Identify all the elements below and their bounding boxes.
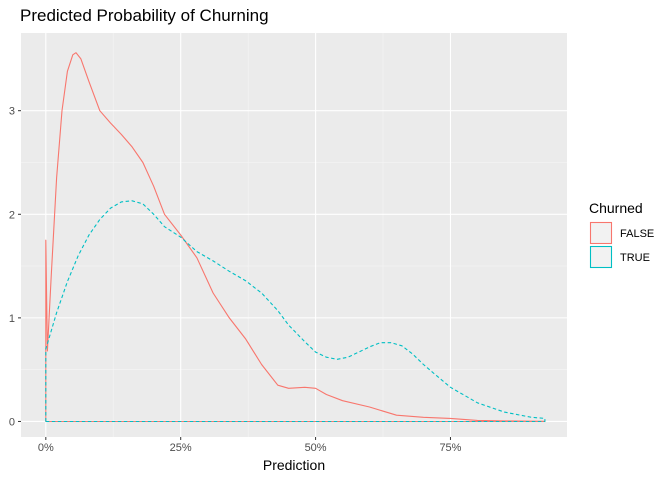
series-line-false: [45, 52, 546, 423]
x-tick-label: 25%: [170, 442, 192, 454]
y-tick-label: 0: [9, 416, 15, 428]
legend-key: [589, 245, 613, 269]
x-tick-label: 75%: [439, 442, 461, 454]
legend-key: [589, 221, 613, 245]
legend-label: TRUE: [620, 252, 650, 264]
legend-item-false[interactable]: FALSE: [589, 221, 655, 245]
x-tick-label: 50%: [305, 442, 327, 454]
x-axis-title: Prediction: [263, 457, 325, 473]
x-axis: 0% 25% 50% 75%: [38, 437, 462, 454]
y-tick-label: 3: [9, 106, 15, 118]
legend-item-true[interactable]: TRUE: [589, 245, 650, 269]
chart-title: Predicted Probability of Churning: [20, 6, 269, 25]
y-tick-label: 2: [9, 209, 15, 221]
x-tick-label: 0%: [38, 442, 54, 454]
legend-title: Churned: [589, 200, 643, 216]
series-layer: [45, 52, 546, 423]
legend[interactable]: Churned FALSE TRUE: [589, 200, 655, 269]
series-line-true: [45, 200, 546, 423]
plot-panel: [21, 33, 567, 437]
y-axis: 0 1 2 3: [9, 106, 21, 428]
y-tick-label: 1: [9, 313, 15, 325]
grid-minor: [21, 33, 567, 437]
legend-label: FALSE: [620, 228, 654, 240]
